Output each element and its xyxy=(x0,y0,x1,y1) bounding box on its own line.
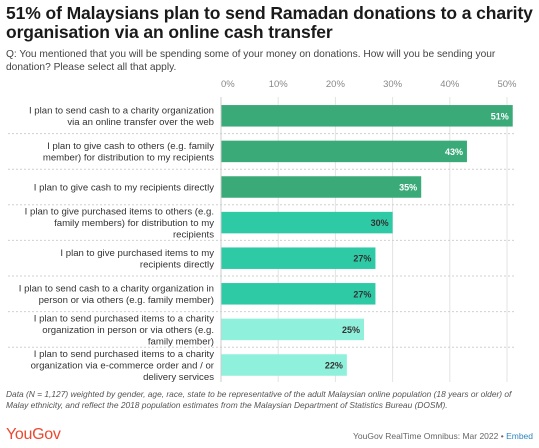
bar-value-label: 27% xyxy=(353,254,371,264)
bar-value-label: 43% xyxy=(445,147,463,157)
bar-chart: 0% 10% 20% 30% 40% 50% 51% I plan to send cash … xyxy=(8,79,517,383)
x-tick-label: 10% xyxy=(269,79,289,90)
category-label-line: recipients xyxy=(173,230,214,241)
category-label-line: family member) xyxy=(148,336,214,347)
category-label-line: via an online transfer over the web xyxy=(67,117,214,128)
category-label-line: I plan to send purchased items to a char… xyxy=(34,349,214,360)
yougov-logo: YouGov xyxy=(6,426,61,443)
category-label-line: member) for distribution to my recipient… xyxy=(43,153,214,164)
category-label-line: I plan to send purchased items to a char… xyxy=(34,313,214,324)
x-tick-label: 20% xyxy=(326,79,346,90)
chart-title: 51% of Malaysians plan to send Ramadan d… xyxy=(6,3,533,42)
category-label: I plan to give cash to my recipients dir… xyxy=(34,183,214,194)
bar xyxy=(221,318,364,341)
bar xyxy=(221,176,422,198)
bar xyxy=(221,105,513,127)
category-label: I plan to give purchased items to others… xyxy=(25,207,215,241)
bar-value-label: 51% xyxy=(491,111,509,121)
category-label-line: organization in person or via others (e.… xyxy=(42,325,214,336)
category-label-line: delivery services xyxy=(143,372,214,383)
category-label-line: person or via others (e.g. family member… xyxy=(39,295,214,306)
category-label-line: I plan to give purchased items to others… xyxy=(25,207,214,218)
bar xyxy=(221,140,467,163)
category-label-line: organization via e-commerce order and / … xyxy=(31,361,215,372)
x-tick-label: 30% xyxy=(383,79,403,90)
bar xyxy=(221,247,376,269)
bar-value-label: 25% xyxy=(342,325,360,335)
x-tick-label: 50% xyxy=(497,79,517,90)
category-label-line: I plan to send cash to a charity organiz… xyxy=(19,284,214,295)
x-tick-label: 40% xyxy=(440,79,460,90)
bar xyxy=(221,211,393,234)
category-label: I plan to send purchased items to a char… xyxy=(31,349,215,383)
category-label-line: I plan to give cash to others (e.g. fami… xyxy=(47,141,214,152)
bar xyxy=(221,283,376,305)
category-label: I plan to send purchased items to a char… xyxy=(34,313,214,347)
source-line: YouGov RealTime Omnibus: Mar 2022 • Embe… xyxy=(353,431,533,441)
footnote: Data (N = 1,127) weighted by gender, age… xyxy=(6,389,512,410)
category-label: I plan to send cash to a charity organiz… xyxy=(19,284,214,307)
category-label-line: I plan to send cash to a charity organiz… xyxy=(29,106,214,117)
category-label-line: family members) for distribution to my xyxy=(54,218,214,229)
category-label-line: recipients directly xyxy=(140,259,214,270)
category-label-line: I plan to give cash to my recipients dir… xyxy=(34,183,214,194)
x-tick-label: 0% xyxy=(221,79,235,90)
bar xyxy=(221,354,347,376)
embed-link[interactable]: Embed xyxy=(506,431,533,441)
category-label-line: I plan to give purchased items to my xyxy=(60,248,214,259)
separator: • xyxy=(498,431,507,441)
source-text: YouGov RealTime Omnibus: Mar 2022 xyxy=(353,431,499,441)
bar-value-label: 27% xyxy=(353,289,371,299)
category-label: I plan to send cash to a charity organiz… xyxy=(29,106,214,129)
category-label: I plan to give cash to others (e.g. fami… xyxy=(43,141,214,164)
category-label: I plan to give purchased items to my reci… xyxy=(60,248,214,271)
bar-value-label: 22% xyxy=(325,361,343,371)
survey-question: Q: You mentioned that you will be spendi… xyxy=(6,49,496,73)
bar-value-label: 35% xyxy=(399,183,417,193)
bar-value-label: 30% xyxy=(371,218,389,228)
